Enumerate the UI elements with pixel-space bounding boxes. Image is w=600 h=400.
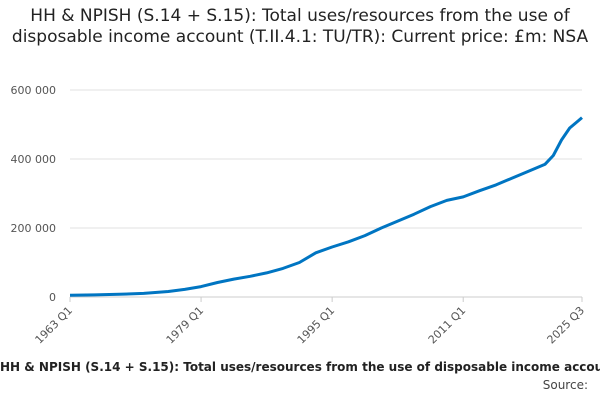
x-tick-label: 1979 Q1	[164, 304, 207, 347]
y-tick-label: 600 000	[11, 84, 57, 97]
x-tick-label: 2011 Q1	[426, 304, 469, 347]
y-tick-label: 200 000	[11, 222, 57, 235]
series-group	[69, 116, 583, 297]
x-axis: 1963 Q1 1979 Q1 1995 Q1 2011 Q1 2025 Q3	[33, 296, 588, 347]
gridlines	[70, 89, 582, 298]
x-tick-label: 1995 Q1	[295, 304, 338, 347]
legend-entry: HH & NPISH (S.14 + S.15): Total uses/res…	[0, 360, 600, 374]
y-tick-label: 400 000	[11, 153, 57, 166]
y-tick-label: 0	[49, 291, 56, 304]
y-axis: 0 200 000 400 000 600 000	[11, 84, 57, 304]
chart-title: HH & NPISH (S.14 + S.15): Total uses/res…	[11, 6, 589, 47]
series-line-0	[69, 116, 583, 297]
x-tick-label: 1963 Q1	[33, 304, 76, 347]
x-tick-label: 2025 Q3	[545, 304, 588, 347]
source-label: Source:	[542, 378, 588, 392]
